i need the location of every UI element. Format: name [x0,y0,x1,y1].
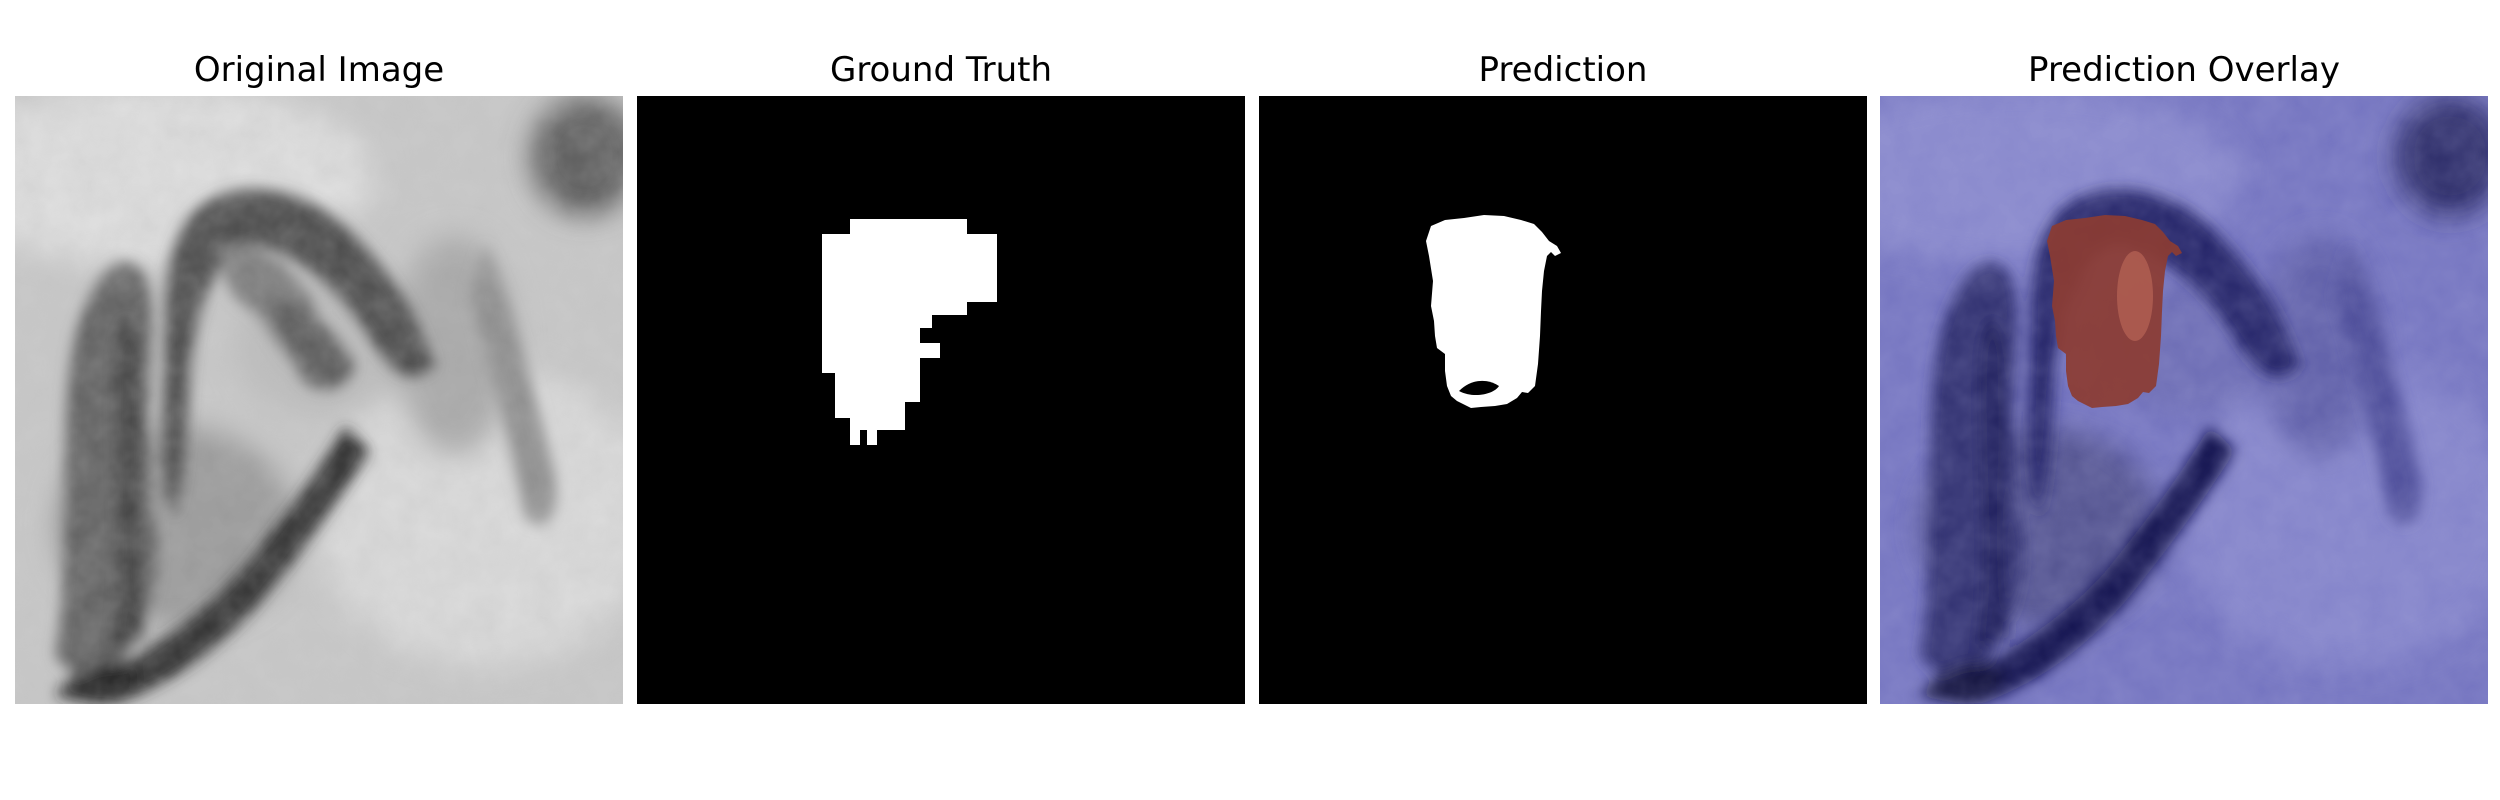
prediction-segmentation-region [1426,215,1561,408]
panel-title: Prediction Overlay [2028,50,2340,90]
panel-title: Original Image [193,50,445,90]
ground-truth-mask [637,96,1245,704]
panel-title: Prediction [1478,50,1648,90]
panel-title: Ground Truth [829,50,1053,90]
ground-truth-segmentation-region [822,219,997,445]
prediction-mask [1259,96,1867,704]
prediction-overlay-image [1880,96,2488,704]
original-mri-image [15,96,623,704]
prediction-overlay-region [2047,215,2182,408]
